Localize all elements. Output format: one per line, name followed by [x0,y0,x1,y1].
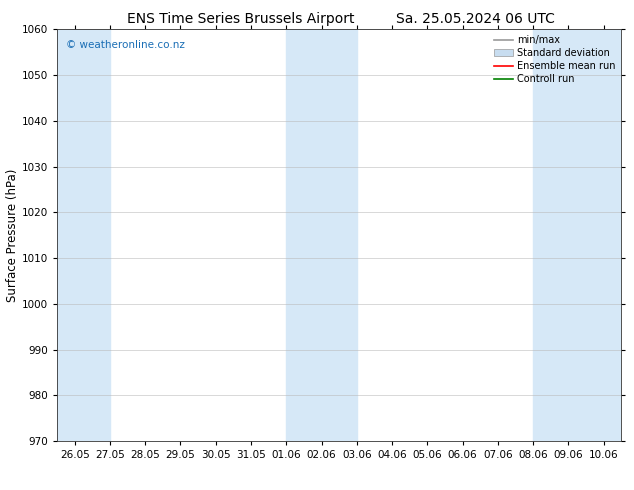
Text: © weatheronline.co.nz: © weatheronline.co.nz [65,40,184,49]
Bar [533,29,621,441]
Bar [57,29,110,441]
Bar [287,29,357,441]
Text: Sa. 25.05.2024 06 UTC: Sa. 25.05.2024 06 UTC [396,12,555,26]
Y-axis label: Surface Pressure (hPa): Surface Pressure (hPa) [6,169,19,302]
Legend: min/max, Standard deviation, Ensemble mean run, Controll run: min/max, Standard deviation, Ensemble me… [489,31,619,88]
Text: ENS Time Series Brussels Airport: ENS Time Series Brussels Airport [127,12,354,26]
